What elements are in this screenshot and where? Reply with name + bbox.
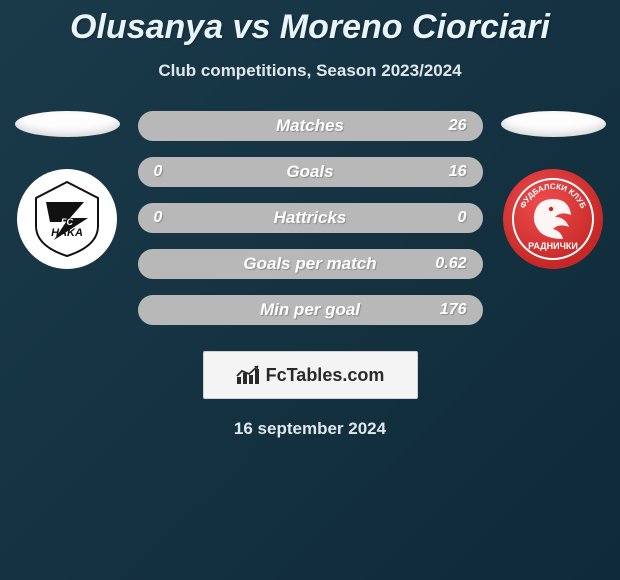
stat-right-value: 26	[437, 117, 467, 135]
stat-bar-matches: Matches 26	[138, 111, 483, 141]
page-subtitle: Club competitions, Season 2023/2024	[0, 61, 620, 81]
svg-text:РАДНИЧКИ: РАДНИЧКИ	[528, 241, 578, 251]
right-flag-ellipse	[501, 111, 606, 137]
stat-right-value: 176	[437, 301, 467, 319]
date-line: 16 september 2024	[0, 419, 620, 439]
stat-bars: Matches 26 0 Goals 16 0 Hattricks 0 Goal…	[138, 111, 483, 325]
stat-bar-hattricks: 0 Hattricks 0	[138, 203, 483, 233]
comparison-container: HAKA FC Matches 26 0 Goals 16 0 Hattrick…	[0, 111, 620, 325]
stat-label: Goals	[286, 162, 333, 182]
left-club-badge: HAKA FC	[17, 169, 117, 269]
stat-left-value: 0	[154, 209, 184, 227]
svg-text:HAKA: HAKA	[51, 227, 83, 239]
stat-right-value: 0	[437, 209, 467, 227]
stat-right-value: 0.62	[435, 255, 466, 273]
stat-bar-goals-per-match: Goals per match 0.62	[138, 249, 483, 279]
svg-text:FC: FC	[61, 217, 73, 227]
stat-label: Goals per match	[243, 254, 376, 274]
branding-text: FcTables.com	[266, 365, 385, 386]
left-column: HAKA FC	[15, 111, 120, 269]
stat-label: Hattricks	[274, 208, 347, 228]
stat-label: Matches	[276, 116, 344, 136]
stat-bar-min-per-goal: Min per goal 176	[138, 295, 483, 325]
chart-up-icon	[236, 365, 260, 385]
stat-bar-goals: 0 Goals 16	[138, 157, 483, 187]
page-title: Olusanya vs Moreno Ciorciari	[0, 0, 620, 47]
branding-box: FcTables.com	[203, 351, 418, 399]
radnicki-logo-icon: ФУДБАЛСКИ КЛУБ РАДНИЧКИ	[511, 177, 595, 261]
stat-right-value: 16	[437, 163, 467, 181]
stat-label: Min per goal	[260, 300, 360, 320]
haka-logo-icon: HAKA FC	[26, 178, 108, 260]
stat-left-value: 0	[154, 163, 184, 181]
right-column: ФУДБАЛСКИ КЛУБ РАДНИЧКИ	[501, 111, 606, 269]
right-club-badge: ФУДБАЛСКИ КЛУБ РАДНИЧКИ	[503, 169, 603, 269]
left-flag-ellipse	[15, 111, 120, 137]
